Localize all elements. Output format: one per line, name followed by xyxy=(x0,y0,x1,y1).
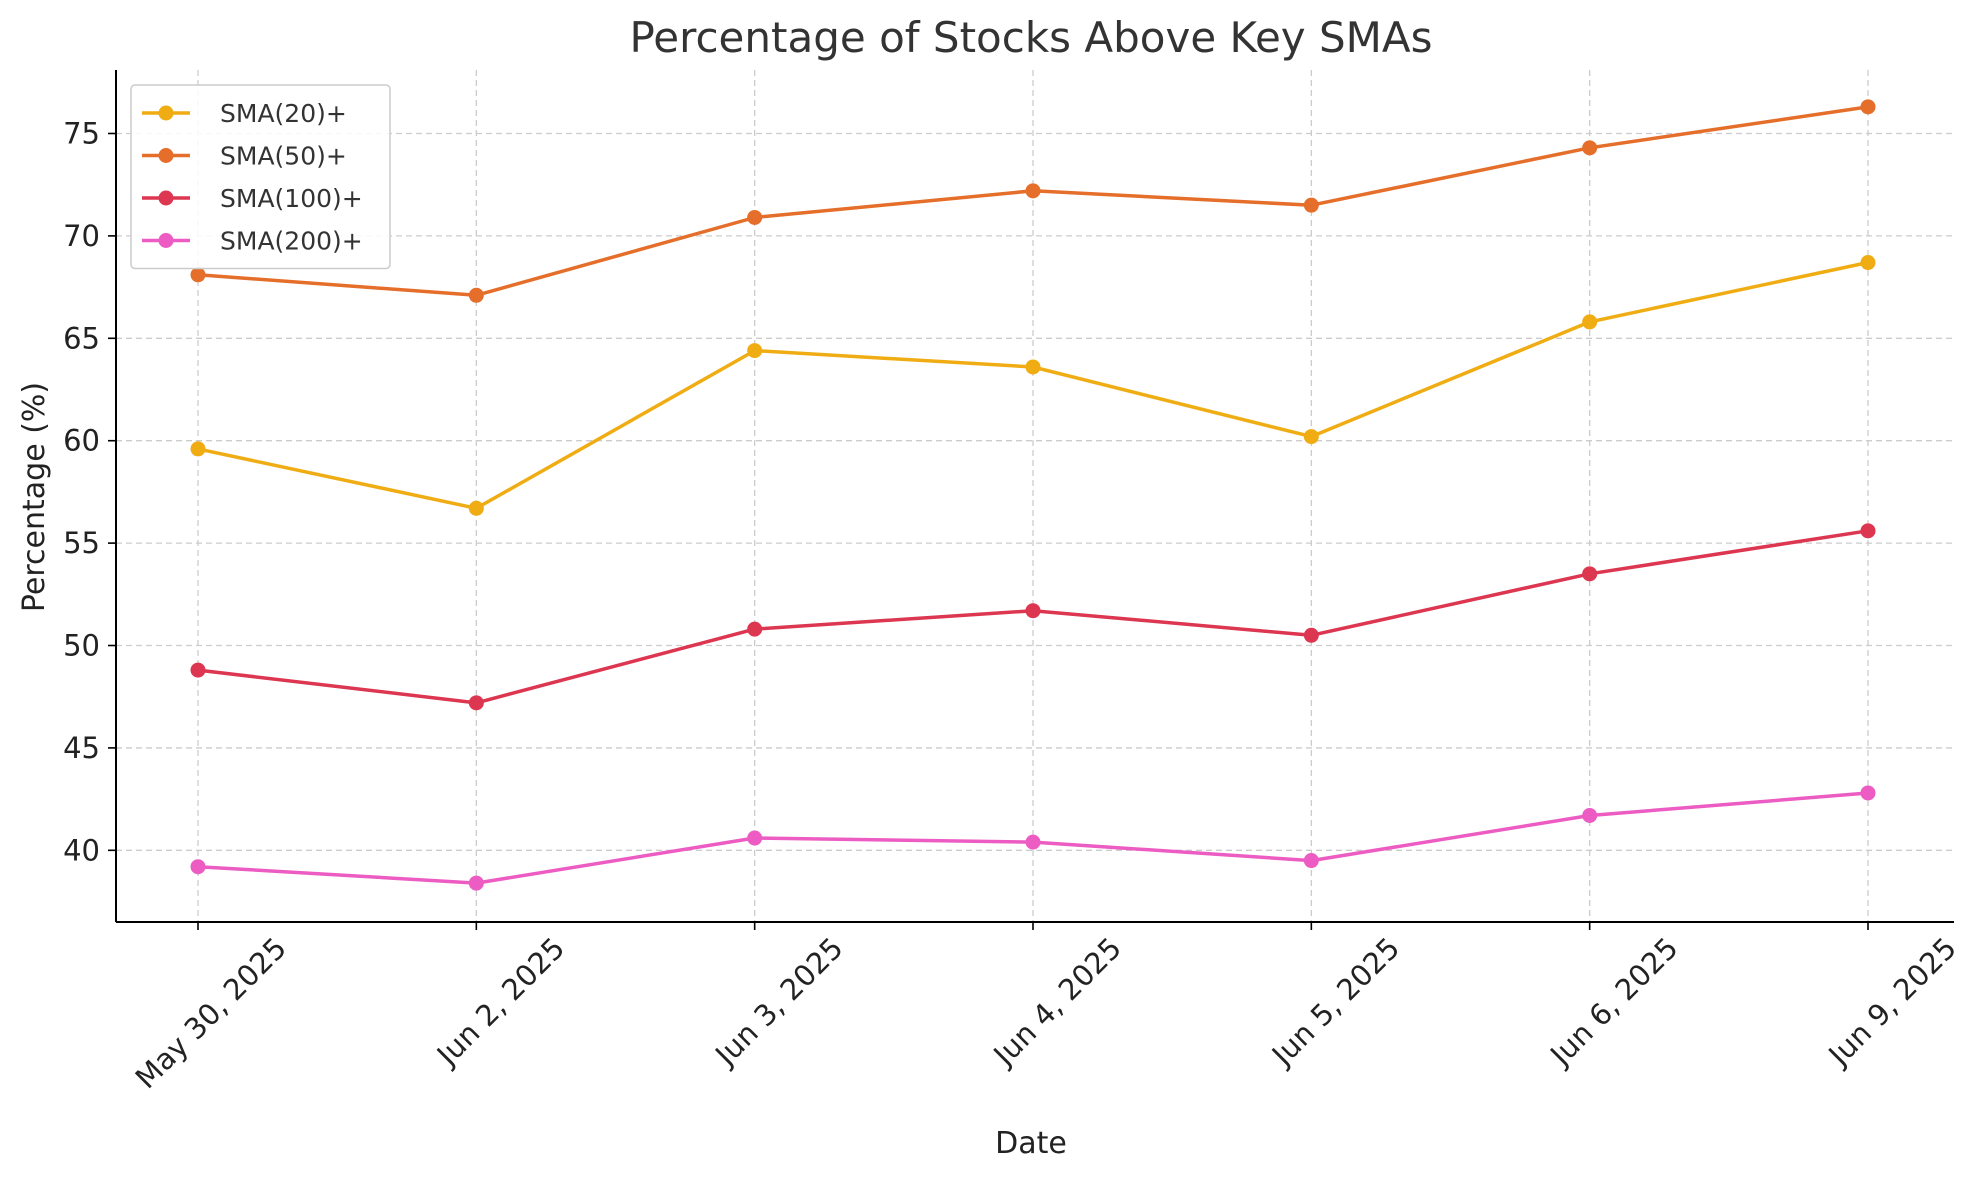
x-tick-label: May 30, 2025 xyxy=(129,931,293,1095)
data-point xyxy=(1860,523,1876,539)
y-tick-label: 40 xyxy=(63,833,100,867)
x-tick-label: Jun 9, 2025 xyxy=(1821,931,1963,1073)
legend-label: SMA(50)+ xyxy=(220,142,347,171)
x-tick-label: Jun 6, 2025 xyxy=(1542,931,1684,1073)
data-point xyxy=(747,209,763,225)
data-point xyxy=(747,343,763,359)
legend-swatch-marker xyxy=(158,148,174,163)
y-tick-label: 60 xyxy=(63,424,100,458)
data-point xyxy=(1860,255,1876,271)
legend-label: SMA(200)+ xyxy=(220,227,363,256)
data-point xyxy=(190,267,206,283)
legend-entry: SMA(20)+ xyxy=(142,99,347,128)
series-3 xyxy=(190,523,1876,711)
legend-swatch-marker xyxy=(158,105,174,121)
chart-title: Percentage of Stocks Above Key SMAs xyxy=(629,13,1432,62)
data-point xyxy=(1860,785,1876,801)
y-axis-title: Percentage (%) xyxy=(17,382,52,612)
y-tick-label: 50 xyxy=(63,629,100,663)
y-tick-label: 55 xyxy=(63,526,100,560)
data-point xyxy=(1582,808,1598,823)
legend: SMA(20)+ SMA(50)+ SMA(100)+ SMA(200)+ xyxy=(130,84,391,270)
x-tick-label: Jun 5, 2025 xyxy=(1264,931,1406,1073)
data-point xyxy=(1025,834,1041,850)
series-layer xyxy=(190,99,1876,891)
series-1 xyxy=(190,255,1876,516)
legend-label: SMA(100)+ xyxy=(220,184,363,213)
data-point xyxy=(1582,140,1598,156)
data-point xyxy=(1025,603,1041,619)
data-point xyxy=(1303,853,1319,869)
data-point xyxy=(1303,429,1319,445)
data-point xyxy=(1303,627,1319,643)
data-point xyxy=(190,859,206,875)
data-point xyxy=(190,441,206,457)
data-point xyxy=(747,621,763,637)
legend-entry: SMA(50)+ xyxy=(142,142,347,171)
x-tick-label: Jun 2, 2025 xyxy=(429,931,571,1073)
data-point xyxy=(1582,566,1598,582)
legend-box xyxy=(130,84,391,270)
x-tick-label: Jun 4, 2025 xyxy=(986,931,1128,1073)
data-point xyxy=(1582,314,1598,330)
legend-swatch-marker xyxy=(158,233,174,248)
legend-label: SMA(20)+ xyxy=(220,99,347,128)
x-tick-label: Jun 3, 2025 xyxy=(707,931,849,1073)
data-point xyxy=(1303,197,1319,213)
data-point xyxy=(1025,183,1041,199)
data-point xyxy=(468,500,484,516)
legend-swatch-marker xyxy=(158,190,174,206)
data-point xyxy=(747,830,763,846)
data-point xyxy=(468,287,484,303)
data-point xyxy=(468,875,484,891)
data-point xyxy=(1025,359,1041,375)
y-tick-label: 65 xyxy=(63,321,100,355)
y-tick-label: 75 xyxy=(63,116,100,150)
data-point xyxy=(468,695,484,711)
series-4 xyxy=(190,785,1876,891)
y-tick-label: 70 xyxy=(63,219,100,253)
legend-entry: SMA(200)+ xyxy=(142,227,363,256)
data-point xyxy=(1860,99,1876,115)
series-2 xyxy=(190,99,1876,303)
data-point xyxy=(190,662,206,678)
x-axis-title: Date xyxy=(995,1126,1067,1161)
legend-entry: SMA(100)+ xyxy=(142,184,363,213)
y-tick-label: 45 xyxy=(63,731,100,765)
